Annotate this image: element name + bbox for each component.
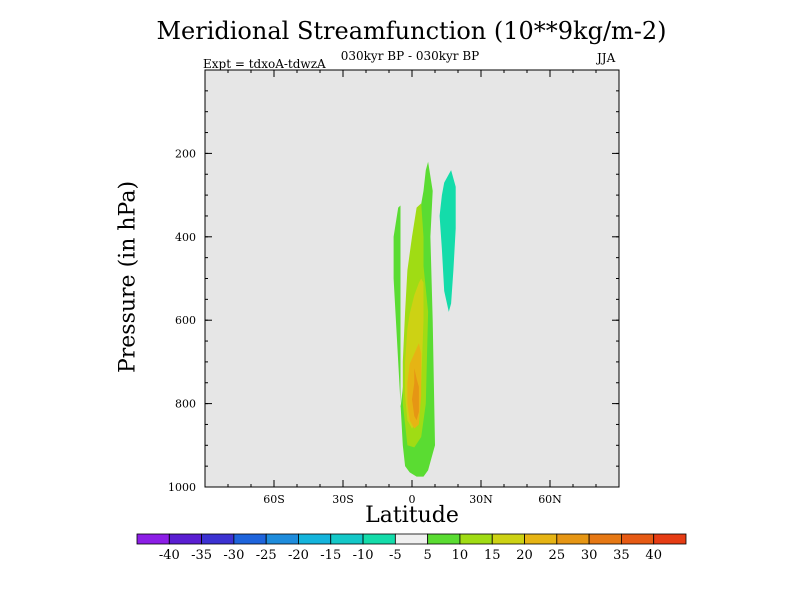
colorbar-label: 40 bbox=[645, 548, 662, 563]
colorbar-label: -35 bbox=[191, 548, 212, 563]
colorbar-box bbox=[201, 533, 235, 545]
colorbar-label: -20 bbox=[288, 548, 309, 563]
chart-title: Meridional Streamfunction (10**9kg/m-2) bbox=[156, 17, 667, 45]
x-tick-label: 0 bbox=[409, 493, 416, 506]
experiment-label: Expt = tdxoA-tdwzA bbox=[203, 57, 326, 71]
y-tick-label: 600 bbox=[175, 314, 196, 327]
y-tick-label: 200 bbox=[175, 147, 196, 160]
x-tick-label: 60N bbox=[538, 493, 562, 506]
colorbar-label: 10 bbox=[452, 548, 469, 563]
season-label: JJA bbox=[597, 51, 616, 65]
colorbar-box bbox=[394, 533, 429, 545]
colorbar-label: -15 bbox=[320, 548, 341, 563]
colorbar-box bbox=[459, 533, 493, 545]
chart-subtitle: 030kyr BP - 030kyr BP bbox=[340, 49, 480, 63]
colorbar-label: -10 bbox=[353, 548, 374, 563]
colorbar-box bbox=[491, 533, 525, 545]
y-tick-label: 400 bbox=[175, 231, 196, 244]
contour-region-4 bbox=[412, 368, 419, 421]
colorbar-box bbox=[298, 533, 332, 545]
colorbar-label: 20 bbox=[516, 548, 533, 563]
colorbar-label: -5 bbox=[389, 548, 402, 563]
x-axis-label: Latitude bbox=[365, 503, 459, 528]
colorbar-box bbox=[265, 533, 299, 545]
colorbar-label: -30 bbox=[223, 548, 244, 563]
x-tick-label: 60S bbox=[263, 493, 285, 506]
colorbar-box bbox=[653, 533, 687, 545]
colorbar-box bbox=[330, 533, 364, 545]
x-tick-label: 30N bbox=[469, 493, 493, 506]
colorbar-label: 15 bbox=[484, 548, 501, 563]
colorbar-label: 5 bbox=[424, 548, 432, 563]
colorbar-box bbox=[556, 533, 590, 545]
colorbar-box bbox=[168, 533, 202, 545]
y-tick-label: 800 bbox=[175, 398, 196, 411]
colorbar-box bbox=[524, 533, 558, 545]
colorbar-box bbox=[427, 533, 461, 545]
colorbar-label: 30 bbox=[581, 548, 598, 563]
colorbar-label: 35 bbox=[613, 548, 630, 563]
colorbar-label: -40 bbox=[159, 548, 180, 563]
colorbar-box bbox=[136, 533, 170, 545]
x-tick-label: 30S bbox=[332, 493, 354, 506]
colorbar-box bbox=[588, 533, 622, 545]
colorbar-box bbox=[621, 533, 655, 545]
colorbar-label: 25 bbox=[549, 548, 566, 563]
contour-region-5 bbox=[439, 170, 456, 312]
colorbar-box bbox=[233, 533, 267, 545]
colorbar-label: -25 bbox=[256, 548, 277, 563]
y-tick-label: 1000 bbox=[168, 481, 196, 494]
colorbar-box bbox=[362, 533, 396, 545]
